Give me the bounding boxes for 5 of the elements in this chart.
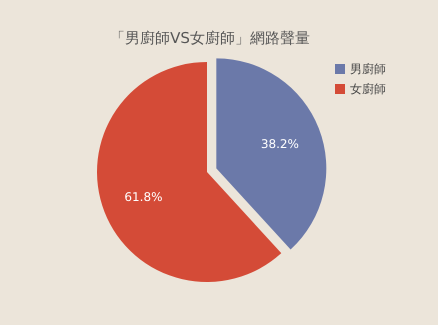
chart-title: 「男廚師VS女廚師」網路聲量 [110, 29, 310, 47]
data-label: 38.2% [260, 136, 299, 151]
legend-label: 女廚師 [350, 82, 386, 96]
data-label: 61.8% [124, 190, 162, 204]
legend-label: 男廚師 [350, 62, 386, 76]
